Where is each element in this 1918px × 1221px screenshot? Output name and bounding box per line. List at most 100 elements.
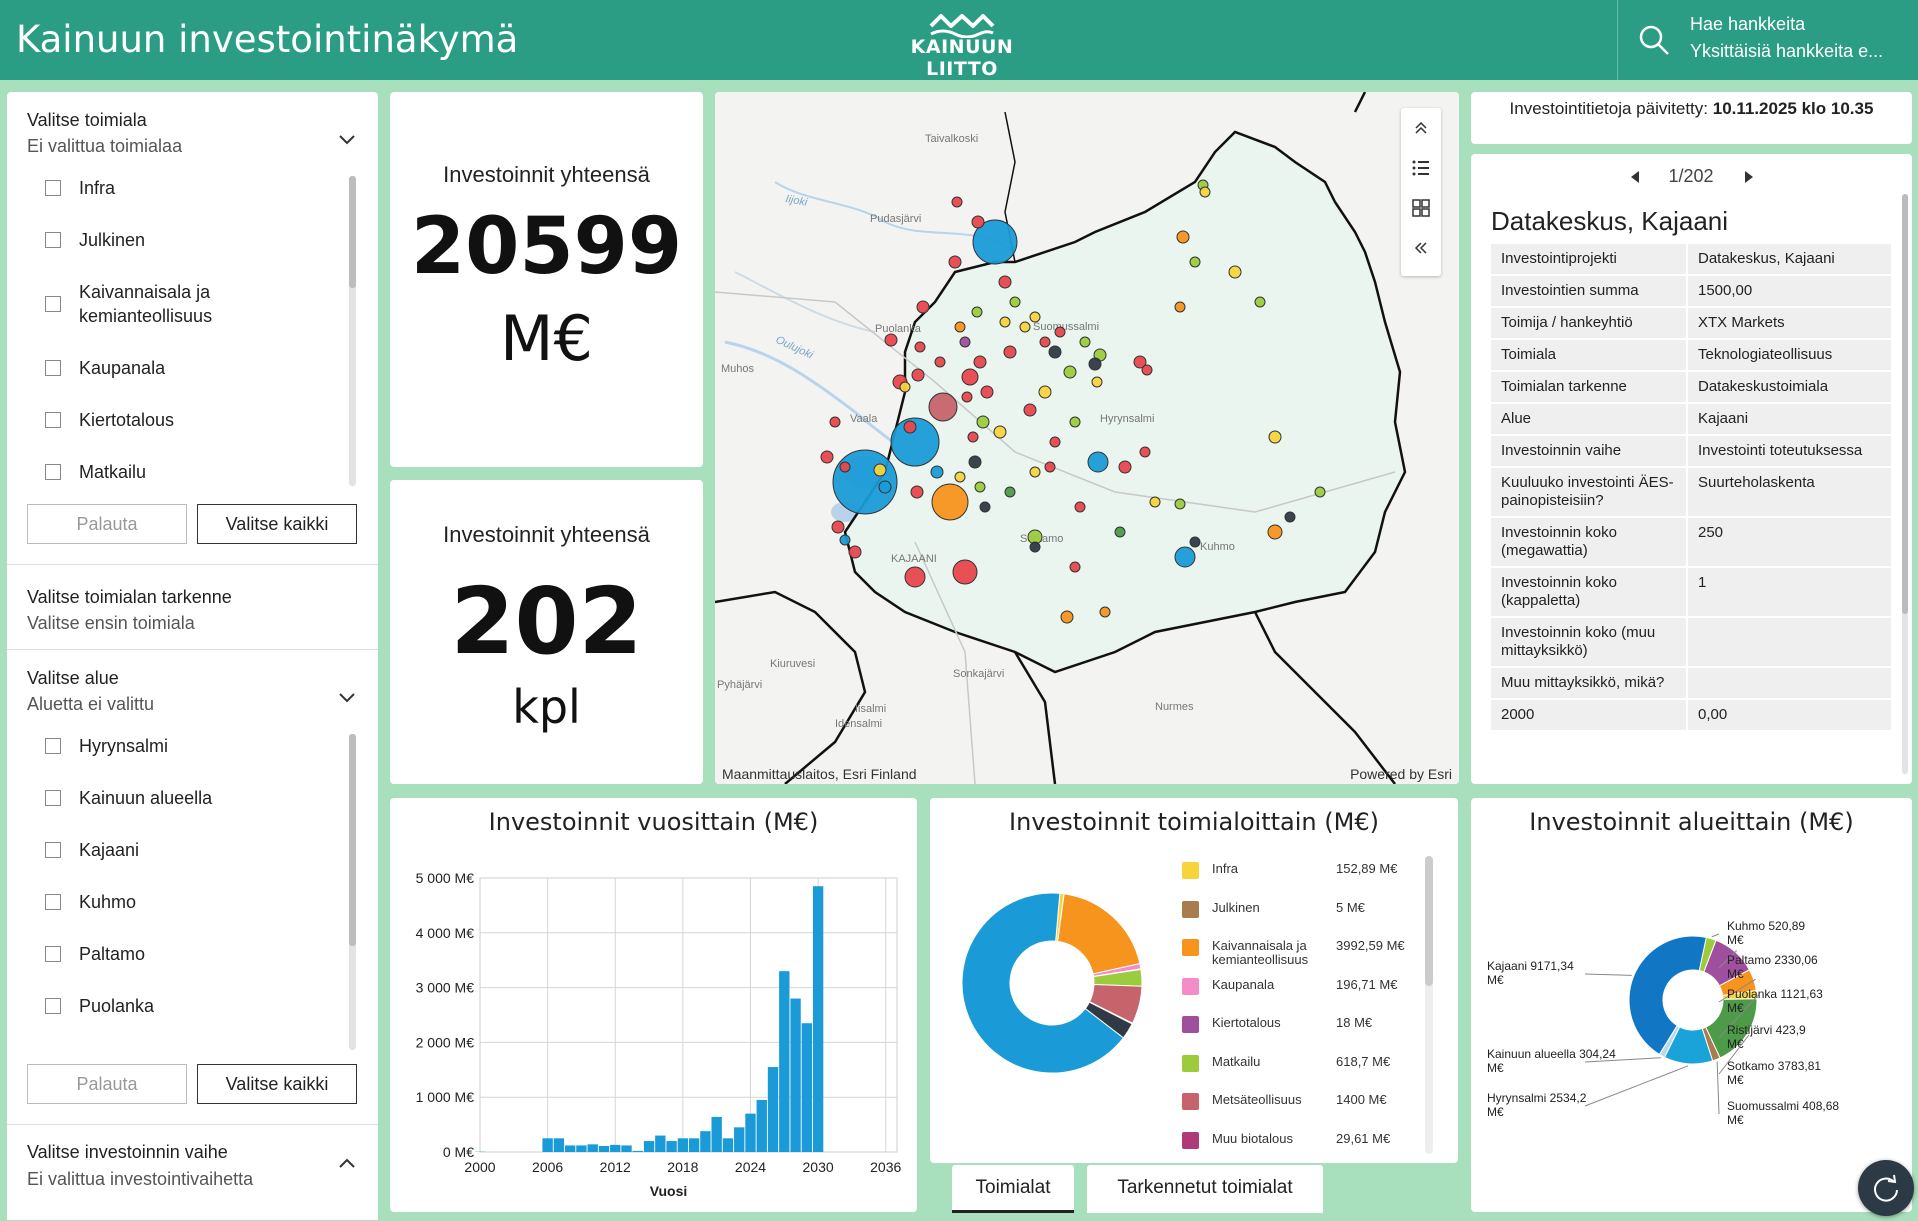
investment-point[interactable] (849, 546, 861, 558)
checkbox[interactable] (45, 946, 61, 962)
details-scrollbar[interactable] (1902, 194, 1908, 774)
bar[interactable] (813, 886, 823, 1152)
checkbox[interactable] (45, 738, 61, 754)
bar[interactable] (689, 1138, 699, 1152)
investment-point[interactable] (969, 456, 981, 468)
investment-point[interactable] (1070, 417, 1080, 427)
sub-industry-filter[interactable]: Valitse toimialan tarkenne Valitse ensin… (7, 565, 378, 649)
investment-point[interactable] (1055, 327, 1065, 337)
investment-point[interactable] (1000, 317, 1010, 327)
legend-list-icon[interactable] (1401, 148, 1441, 188)
investment-point[interactable] (911, 486, 923, 498)
investment-point[interactable] (912, 369, 924, 381)
investment-point[interactable] (1119, 461, 1131, 473)
investment-point[interactable] (1045, 462, 1055, 472)
investment-point[interactable] (900, 382, 910, 392)
industry-reset-button[interactable]: Palauta (27, 504, 187, 544)
chevron-down-icon[interactable] (338, 688, 356, 706)
investment-point[interactable] (1089, 358, 1101, 370)
investment-point[interactable] (1229, 266, 1241, 278)
tab-tarkennetut-toimialat[interactable]: Tarkennetut toimialat (1087, 1165, 1323, 1213)
investment-point[interactable] (962, 369, 978, 385)
investment-point[interactable] (915, 342, 925, 352)
bar[interactable] (588, 1144, 598, 1152)
bar[interactable] (565, 1145, 575, 1152)
bar[interactable] (554, 1138, 564, 1152)
bar[interactable] (757, 1100, 767, 1152)
investment-point[interactable] (935, 357, 945, 367)
investment-point[interactable] (932, 484, 968, 520)
map-canvas[interactable]: Taivalkoski Pudasjärvi Iijoki Puolanka S… (715, 92, 1459, 784)
checkbox[interactable] (45, 894, 61, 910)
investment-point[interactable] (962, 392, 972, 402)
investment-point[interactable] (840, 535, 850, 545)
investment-point[interactable] (1064, 366, 1076, 378)
bar[interactable] (734, 1127, 744, 1152)
investment-point[interactable] (1092, 377, 1102, 387)
investment-point[interactable] (972, 307, 982, 317)
investment-point[interactable] (977, 416, 989, 428)
investment-point[interactable] (1020, 322, 1030, 332)
checkbox[interactable] (45, 360, 61, 376)
investment-point[interactable] (1005, 487, 1015, 497)
investment-point[interactable] (931, 466, 943, 478)
bar[interactable] (610, 1145, 620, 1152)
checkbox[interactable] (45, 464, 61, 480)
investment-point[interactable] (1030, 467, 1040, 477)
checkbox[interactable] (45, 180, 61, 196)
kainuun-liitto-logo[interactable]: KAINUUN LIITTO (882, 12, 1042, 68)
investment-point[interactable] (929, 393, 957, 421)
investment-point[interactable] (955, 322, 965, 332)
checkbox[interactable] (45, 296, 61, 312)
investment-point[interactable] (1177, 231, 1189, 243)
chevron-down-icon[interactable] (338, 130, 356, 148)
investment-point[interactable] (1255, 297, 1265, 307)
investment-point[interactable] (968, 432, 978, 442)
investment-point[interactable] (1175, 302, 1185, 312)
investment-point[interactable] (1030, 312, 1040, 322)
industry-filter-title[interactable]: Valitse toimiala (27, 110, 147, 131)
investment-point[interactable] (1049, 346, 1061, 358)
investment-point[interactable] (1100, 607, 1110, 617)
investment-point[interactable] (994, 426, 1006, 438)
legend-scrollbar[interactable] (1425, 856, 1433, 1154)
investment-point[interactable] (904, 421, 916, 433)
investment-point[interactable] (949, 256, 961, 268)
investment-point[interactable] (821, 451, 833, 463)
investment-point[interactable] (960, 337, 970, 347)
investment-point[interactable] (981, 386, 993, 398)
bar[interactable] (666, 1141, 676, 1152)
investment-point[interactable] (1115, 527, 1125, 537)
investment-point[interactable] (1142, 365, 1152, 375)
collapse-up-icon[interactable] (1401, 108, 1441, 148)
area-reset-button[interactable]: Palauta (27, 1064, 187, 1104)
checkbox[interactable] (45, 412, 61, 428)
bar[interactable] (723, 1138, 733, 1152)
investment-point[interactable] (955, 472, 965, 482)
next-icon[interactable] (1743, 170, 1755, 184)
bar[interactable] (745, 1114, 755, 1152)
checkbox[interactable] (45, 842, 61, 858)
bar[interactable] (790, 999, 800, 1152)
checkbox[interactable] (45, 790, 61, 806)
bar[interactable] (542, 1138, 552, 1152)
investment-point[interactable] (1175, 499, 1185, 509)
investment-point[interactable] (905, 567, 925, 587)
investment-point[interactable] (1190, 537, 1200, 547)
previous-icon[interactable] (1629, 170, 1641, 184)
bar[interactable] (576, 1145, 586, 1152)
map-attribution[interactable]: Maanmittauslaitos, Esri Finland (722, 766, 917, 782)
bar[interactable] (621, 1145, 631, 1152)
investment-point[interactable] (1190, 257, 1200, 267)
industry-select-all-button[interactable]: Valitse kaikki (197, 504, 357, 544)
powered-by-esri[interactable]: Powered by Esri (1350, 766, 1452, 782)
investment-point[interactable] (1150, 497, 1160, 507)
investment-point[interactable] (972, 216, 984, 228)
investment-point[interactable] (953, 560, 977, 584)
investment-point[interactable] (885, 334, 897, 346)
investment-point[interactable] (1080, 337, 1090, 347)
bar[interactable] (700, 1131, 710, 1152)
investment-map[interactable]: Taivalkoski Pudasjärvi Iijoki Puolanka S… (715, 92, 1459, 784)
bar[interactable] (768, 1067, 778, 1152)
investment-point[interactable] (1070, 562, 1080, 572)
